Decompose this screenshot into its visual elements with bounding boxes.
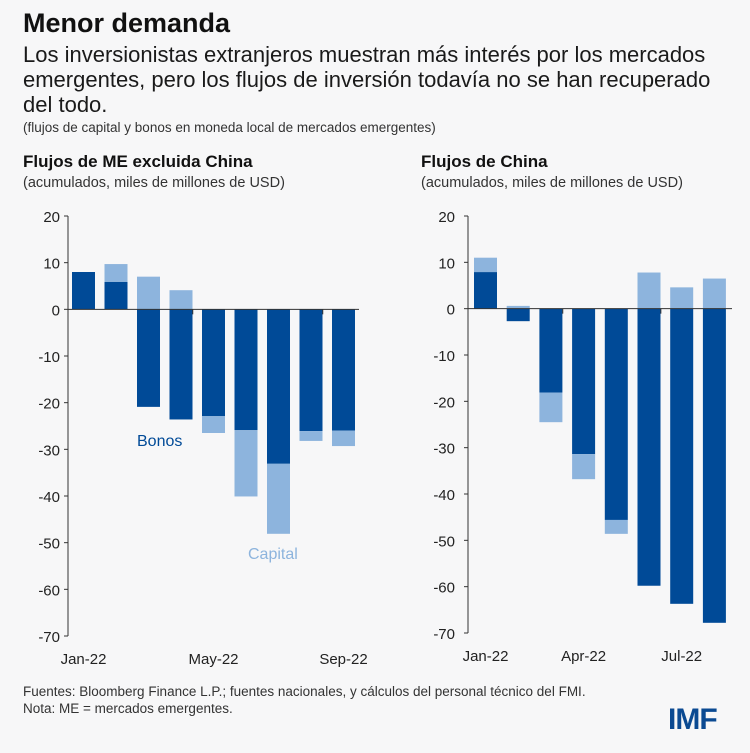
- left-bar-bonos: [169, 309, 193, 420]
- left-bar-capital: [137, 276, 160, 310]
- left-chart-title: Flujos de ME excluida China: [23, 152, 253, 171]
- right-bar-bonos: [539, 308, 563, 393]
- right-y-tick-label: -30: [433, 441, 455, 458]
- subtitle: Los inversionistas extranjeros muestran …: [23, 42, 711, 117]
- right-y-tick-label: -50: [433, 533, 455, 550]
- note: (flujos de capital y bonos en moneda loc…: [23, 120, 436, 135]
- left-y-tick-label: -40: [38, 489, 60, 506]
- left-y-tick-label: 20: [43, 209, 60, 226]
- right-bar-capital: [637, 272, 661, 309]
- footer: Fuentes: Bloomberg Finance L.P.; fuentes…: [23, 683, 643, 717]
- imf-logo: IMF: [668, 703, 718, 736]
- right-bar-capital: [670, 287, 694, 309]
- right-bar-bonos: [506, 308, 530, 322]
- note-text: Nota: ME = mercados emergentes.: [23, 701, 233, 716]
- left-y-tick-label: -50: [38, 536, 60, 553]
- right-y-tick-label: -20: [433, 394, 455, 411]
- left-bar-capital: [299, 431, 323, 441]
- left-bar-capital: [202, 416, 225, 433]
- left-bar-capital: [332, 430, 355, 447]
- left-bar-bonos: [72, 272, 95, 310]
- annotation-capital: Capital: [248, 546, 298, 563]
- left-y-tick-label: 0: [52, 302, 60, 319]
- right-y-tick-label: 0: [447, 302, 455, 319]
- left-bar-bonos: [104, 281, 128, 310]
- right-chart-title: Flujos de China: [421, 152, 548, 171]
- right-y-tick-label: 20: [438, 209, 455, 226]
- left-y-tick-label: -70: [38, 629, 60, 646]
- left-x-tick-label: Jan-22: [61, 651, 107, 668]
- right-y-tick-label: -40: [433, 487, 455, 504]
- right-y-tick-label: -10: [433, 348, 455, 365]
- right-bar-bonos: [572, 308, 596, 455]
- left-bar-capital: [169, 290, 193, 310]
- right-bar-bonos: [474, 272, 497, 309]
- left-bar-bonos: [267, 309, 290, 464]
- right-x-tick-label: Jan-22: [463, 648, 509, 665]
- left-x-tick-label: May-22: [188, 651, 238, 668]
- left-y-tick-label: -30: [38, 442, 60, 459]
- right-chart-subtitle: (acumulados, miles de millones de USD): [421, 175, 683, 191]
- annotation-bonos: Bonos: [137, 433, 182, 450]
- left-y-tick-label: -20: [38, 396, 60, 413]
- left-bar-bonos: [202, 309, 225, 417]
- left-bar-bonos: [234, 309, 258, 431]
- left-y-tick-label: -60: [38, 582, 60, 599]
- right-bar-capital: [702, 278, 726, 309]
- sources-text: Fuentes: Bloomberg Finance L.P.; fuentes…: [23, 684, 586, 699]
- right-bar-capital: [604, 519, 628, 534]
- right-bar-bonos: [670, 308, 694, 604]
- left-y-tick-label: -10: [38, 349, 60, 366]
- left-bar-capital: [267, 463, 290, 534]
- right-bar-bonos: [702, 308, 726, 623]
- left-chart-subtitle: (acumulados, miles de millones de USD): [23, 175, 285, 191]
- right-x-tick-label: Jul-22: [661, 648, 702, 665]
- right-bar-capital: [474, 257, 497, 273]
- right-bar-capital: [506, 305, 530, 309]
- right-y-tick-label: -60: [433, 580, 455, 597]
- page-title: Menor demanda: [23, 8, 231, 38]
- right-x-tick-label: Apr-22: [561, 648, 606, 665]
- left-bar-bonos: [332, 309, 355, 431]
- right-bar-capital: [572, 454, 596, 480]
- right-y-tick-label: -70: [433, 626, 455, 643]
- left-bar-capital: [104, 264, 128, 282]
- right-bar-bonos: [604, 308, 628, 520]
- left-bar-bonos: [137, 309, 160, 407]
- left-x-tick-label: Sep-22: [319, 651, 367, 668]
- left-bar-capital: [234, 430, 258, 497]
- left-bar-bonos: [299, 309, 323, 432]
- left-y-tick-label: 10: [43, 256, 60, 273]
- right-bar-capital: [539, 392, 563, 423]
- right-y-tick-label: 10: [438, 255, 455, 272]
- right-bar-bonos: [637, 308, 661, 586]
